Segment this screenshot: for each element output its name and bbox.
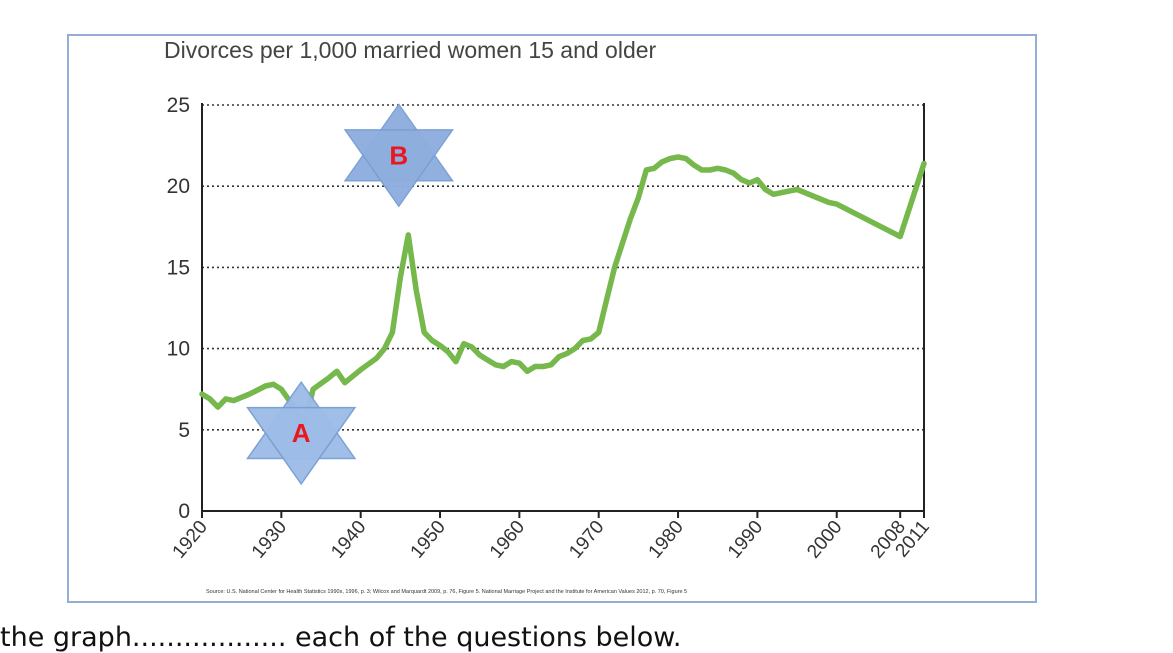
x-tick-label: 2000: [803, 517, 846, 563]
star-marker-label: B: [389, 140, 408, 170]
x-tick-label: 1960: [486, 517, 529, 563]
star-marker-b: B: [343, 103, 454, 208]
series-layer: [199, 154, 927, 427]
x-tick-labels: 1920 1930 1940 1950 1960 1970 1980 1990 2000 2008…: [169, 517, 934, 563]
y-tick-label: 10: [167, 338, 190, 361]
star-triangle-down: [246, 406, 357, 486]
grid-layer: [202, 104, 924, 431]
x-tick-label: 1930: [248, 517, 291, 563]
chart-frame: Divorces per 1,000 married women 15 and …: [67, 34, 1037, 603]
chart-title: Divorces per 1,000 married women 15 and …: [164, 37, 657, 63]
x-tick-label: 1980: [645, 517, 688, 563]
y-tick-labels: 0 5 10 15 20 25: [167, 94, 190, 523]
x-tick-label: 1970: [565, 517, 608, 563]
x-tick-label: 1920: [169, 517, 212, 563]
source-note: Source: U.S. National Center for Health …: [206, 589, 687, 595]
x-tick-label: 1940: [327, 517, 370, 563]
x-tick-label: 1950: [407, 517, 450, 563]
star-triangle-down: [343, 129, 454, 208]
star-marker-label: A: [292, 418, 311, 448]
x-tick-label: 1990: [724, 517, 767, 563]
star-marker-a: A: [246, 380, 357, 486]
series-line-0: [199, 154, 927, 427]
annotation-layer: AB: [246, 103, 454, 486]
caption-text: the graph.................. each of the …: [0, 622, 682, 653]
y-tick-label: 15: [167, 256, 190, 279]
y-tick-label: 20: [167, 175, 190, 198]
y-tick-label: 25: [167, 94, 190, 117]
y-tick-label: 5: [178, 419, 190, 442]
y-tick-label: 0: [178, 500, 190, 523]
line-chart: Divorces per 1,000 married women 15 and …: [164, 37, 934, 595]
